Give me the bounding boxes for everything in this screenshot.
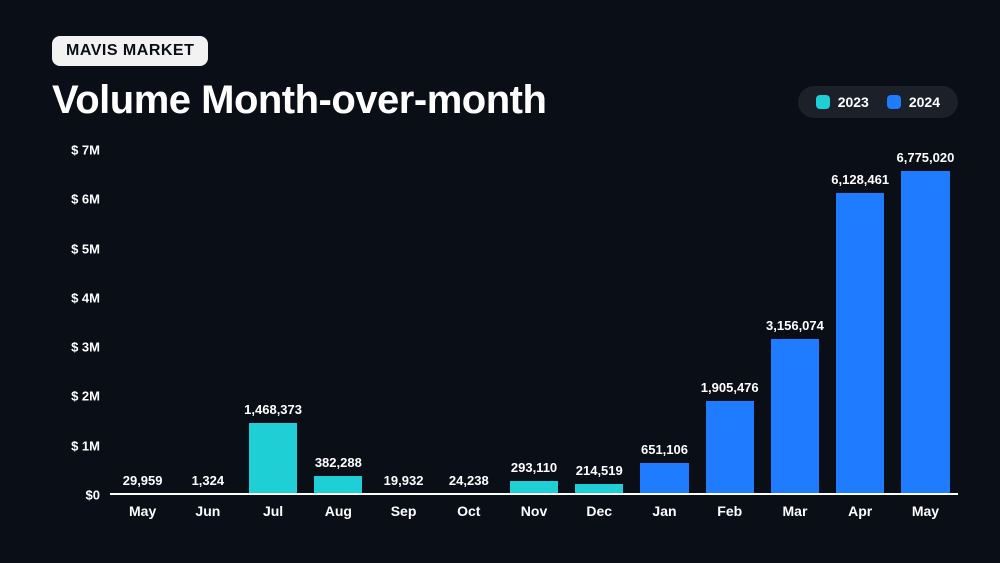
brand-badge: MAVIS MARKET [52,36,208,66]
y-tick: $0 [86,488,100,503]
legend-swatch-2024 [887,95,901,109]
x-tick: Oct [436,495,501,523]
x-axis: MayJunJulAugSepOctNovDecJanFebMarAprMay [110,495,958,523]
bar-slot: 382,288 [306,150,371,495]
bar-slot: 6,775,020 [893,150,958,495]
bar-slot: 19,932 [371,150,436,495]
bar-value-label: 6,775,020 [897,150,955,165]
x-tick: May [110,495,175,523]
bar-value-label: 19,932 [384,473,424,488]
bar-value-label: 1,324 [192,473,225,488]
plot-area: 29,959 1,324 1,468,373 382,288 19,932 24,238 2… [110,150,958,495]
bar-slot: 24,238 [436,150,501,495]
bar [706,401,754,495]
bar-value-label: 1,905,476 [701,380,759,395]
bars-container: 29,959 1,324 1,468,373 382,288 19,932 24,238 2… [110,150,958,495]
y-tick: $ 4M [71,290,100,305]
bar-value-label: 651,106 [641,442,688,457]
x-tick: Jan [632,495,697,523]
bar-slot: 6,128,461 [828,150,893,495]
y-tick: $ 7M [71,143,100,158]
x-tick: Dec [567,495,632,523]
bar-value-label: 1,468,373 [244,402,302,417]
bar-slot: 651,106 [632,150,697,495]
x-tick: Apr [828,495,893,523]
x-tick: Mar [762,495,827,523]
bar-value-label: 6,128,461 [831,172,889,187]
bar [901,171,949,495]
legend-item-2024: 2024 [887,94,940,110]
y-axis: $0$ 1M$ 2M$ 3M$ 4M$ 5M$ 6M$ 7M [52,150,110,495]
bar-value-label: 293,110 [511,460,557,475]
legend-label-2024: 2024 [909,94,940,110]
bar [640,463,688,495]
x-tick: Jun [175,495,240,523]
legend: 2023 2024 [798,86,958,118]
bar-slot: 293,110 [501,150,566,495]
legend-item-2023: 2023 [816,94,869,110]
bar-chart: $0$ 1M$ 2M$ 3M$ 4M$ 5M$ 6M$ 7M 29,9591,3… [52,150,958,523]
bar-slot: 1,468,373 [240,150,305,495]
chart-title: Volume Month-over-month [52,78,546,123]
bar-slot: 1,324 [175,150,240,495]
bar [836,193,884,495]
bar-slot: 214,519 [567,150,632,495]
x-tick: Feb [697,495,762,523]
y-tick: $ 3M [71,340,100,355]
y-tick: $ 2M [71,389,100,404]
x-tick: Jul [240,495,305,523]
x-tick: Nov [501,495,566,523]
x-tick: May [893,495,958,523]
bar-value-label: 382,288 [315,455,362,470]
bar-value-label: 24,238 [449,473,489,488]
bar-slot: 29,959 [110,150,175,495]
legend-label-2023: 2023 [838,94,869,110]
x-tick: Aug [306,495,371,523]
legend-swatch-2023 [816,95,830,109]
bar-value-label: 214,519 [576,463,623,478]
y-tick: $ 6M [71,192,100,207]
x-tick: Sep [371,495,436,523]
bar-value-label: 29,959 [123,473,163,488]
bar [771,339,819,495]
bar-value-label: 3,156,074 [766,318,824,333]
y-tick: $ 1M [71,438,100,453]
bar [249,423,297,495]
bar-slot: 3,156,074 [762,150,827,495]
bar-slot: 1,905,476 [697,150,762,495]
y-tick: $ 5M [71,241,100,256]
